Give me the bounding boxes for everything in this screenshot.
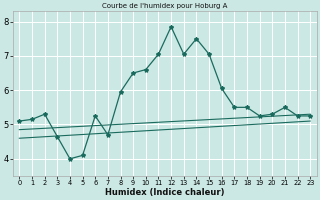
X-axis label: Humidex (Indice chaleur): Humidex (Indice chaleur) xyxy=(105,188,225,197)
Title: Courbe de l'humidex pour Hoburg A: Courbe de l'humidex pour Hoburg A xyxy=(102,3,228,9)
